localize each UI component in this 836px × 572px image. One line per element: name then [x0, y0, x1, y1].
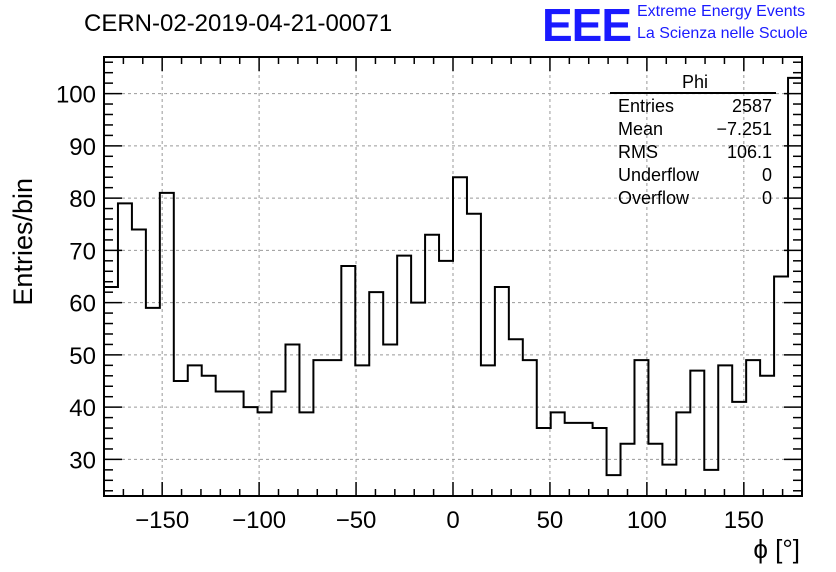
histogram-line	[104, 76, 802, 477]
stats-row-underflow: Underflow 0	[610, 164, 776, 187]
stats-value: 2587	[731, 96, 772, 116]
stats-divider	[610, 92, 776, 94]
y-tick-label: 60	[69, 291, 96, 318]
y-tick-label: 40	[69, 395, 96, 422]
logo-line-2: La Scienza nelle Scuole	[637, 25, 808, 42]
x-tick-label: −150	[135, 507, 189, 534]
x-tick-label: −50	[336, 507, 377, 534]
eee-logo: EEE	[542, 0, 632, 51]
stats-row-rms: RMS 106.1	[610, 141, 776, 164]
x-tick-label: −100	[232, 507, 286, 534]
logo-line-1: Extreme Energy Events	[637, 3, 806, 20]
y-tick-label: 30	[69, 447, 96, 474]
stats-row-mean: Mean −7.251	[610, 118, 776, 141]
stats-key: Entries	[618, 96, 675, 116]
stats-key: Mean	[618, 119, 664, 139]
stats-value: 0	[761, 165, 772, 185]
stats-key: Overflow	[618, 188, 690, 208]
x-tick-label: 0	[446, 507, 459, 534]
stats-value: 0	[761, 188, 772, 208]
chart-title: CERN-02-2019-04-21-00071	[84, 10, 393, 37]
y-tick-label: 80	[69, 186, 96, 213]
x-tick-label: 50	[537, 507, 564, 534]
stats-key: Underflow	[618, 165, 700, 185]
y-tick-label: 90	[69, 134, 96, 161]
axis-ticks	[104, 57, 802, 496]
y-tick-label: 50	[69, 343, 96, 370]
x-tick-labels: −150 −100 −50 0 50 100 150	[135, 507, 764, 534]
y-tick-label: 100	[56, 82, 96, 109]
y-tick-labels: 30 40 50 60 70 80 90 100	[56, 82, 96, 475]
stats-box: Phi Entries 2587 Mean −7.251 RMS 106.1 U…	[610, 72, 776, 210]
x-axis-title: ϕ [°]	[753, 534, 800, 564]
x-tick-label: 100	[627, 507, 667, 534]
stats-row-overflow: Overflow 0	[610, 187, 776, 210]
y-axis-title: Entries/bin	[8, 178, 38, 306]
stats-value: −7.251	[716, 119, 772, 139]
stats-row-entries: Entries 2587	[610, 95, 776, 118]
y-tick-label: 70	[69, 238, 96, 265]
x-tick-label: 150	[724, 507, 764, 534]
stats-key: RMS	[618, 142, 658, 162]
stats-value: 106.1	[726, 142, 772, 162]
stats-name: Phi	[681, 72, 708, 92]
